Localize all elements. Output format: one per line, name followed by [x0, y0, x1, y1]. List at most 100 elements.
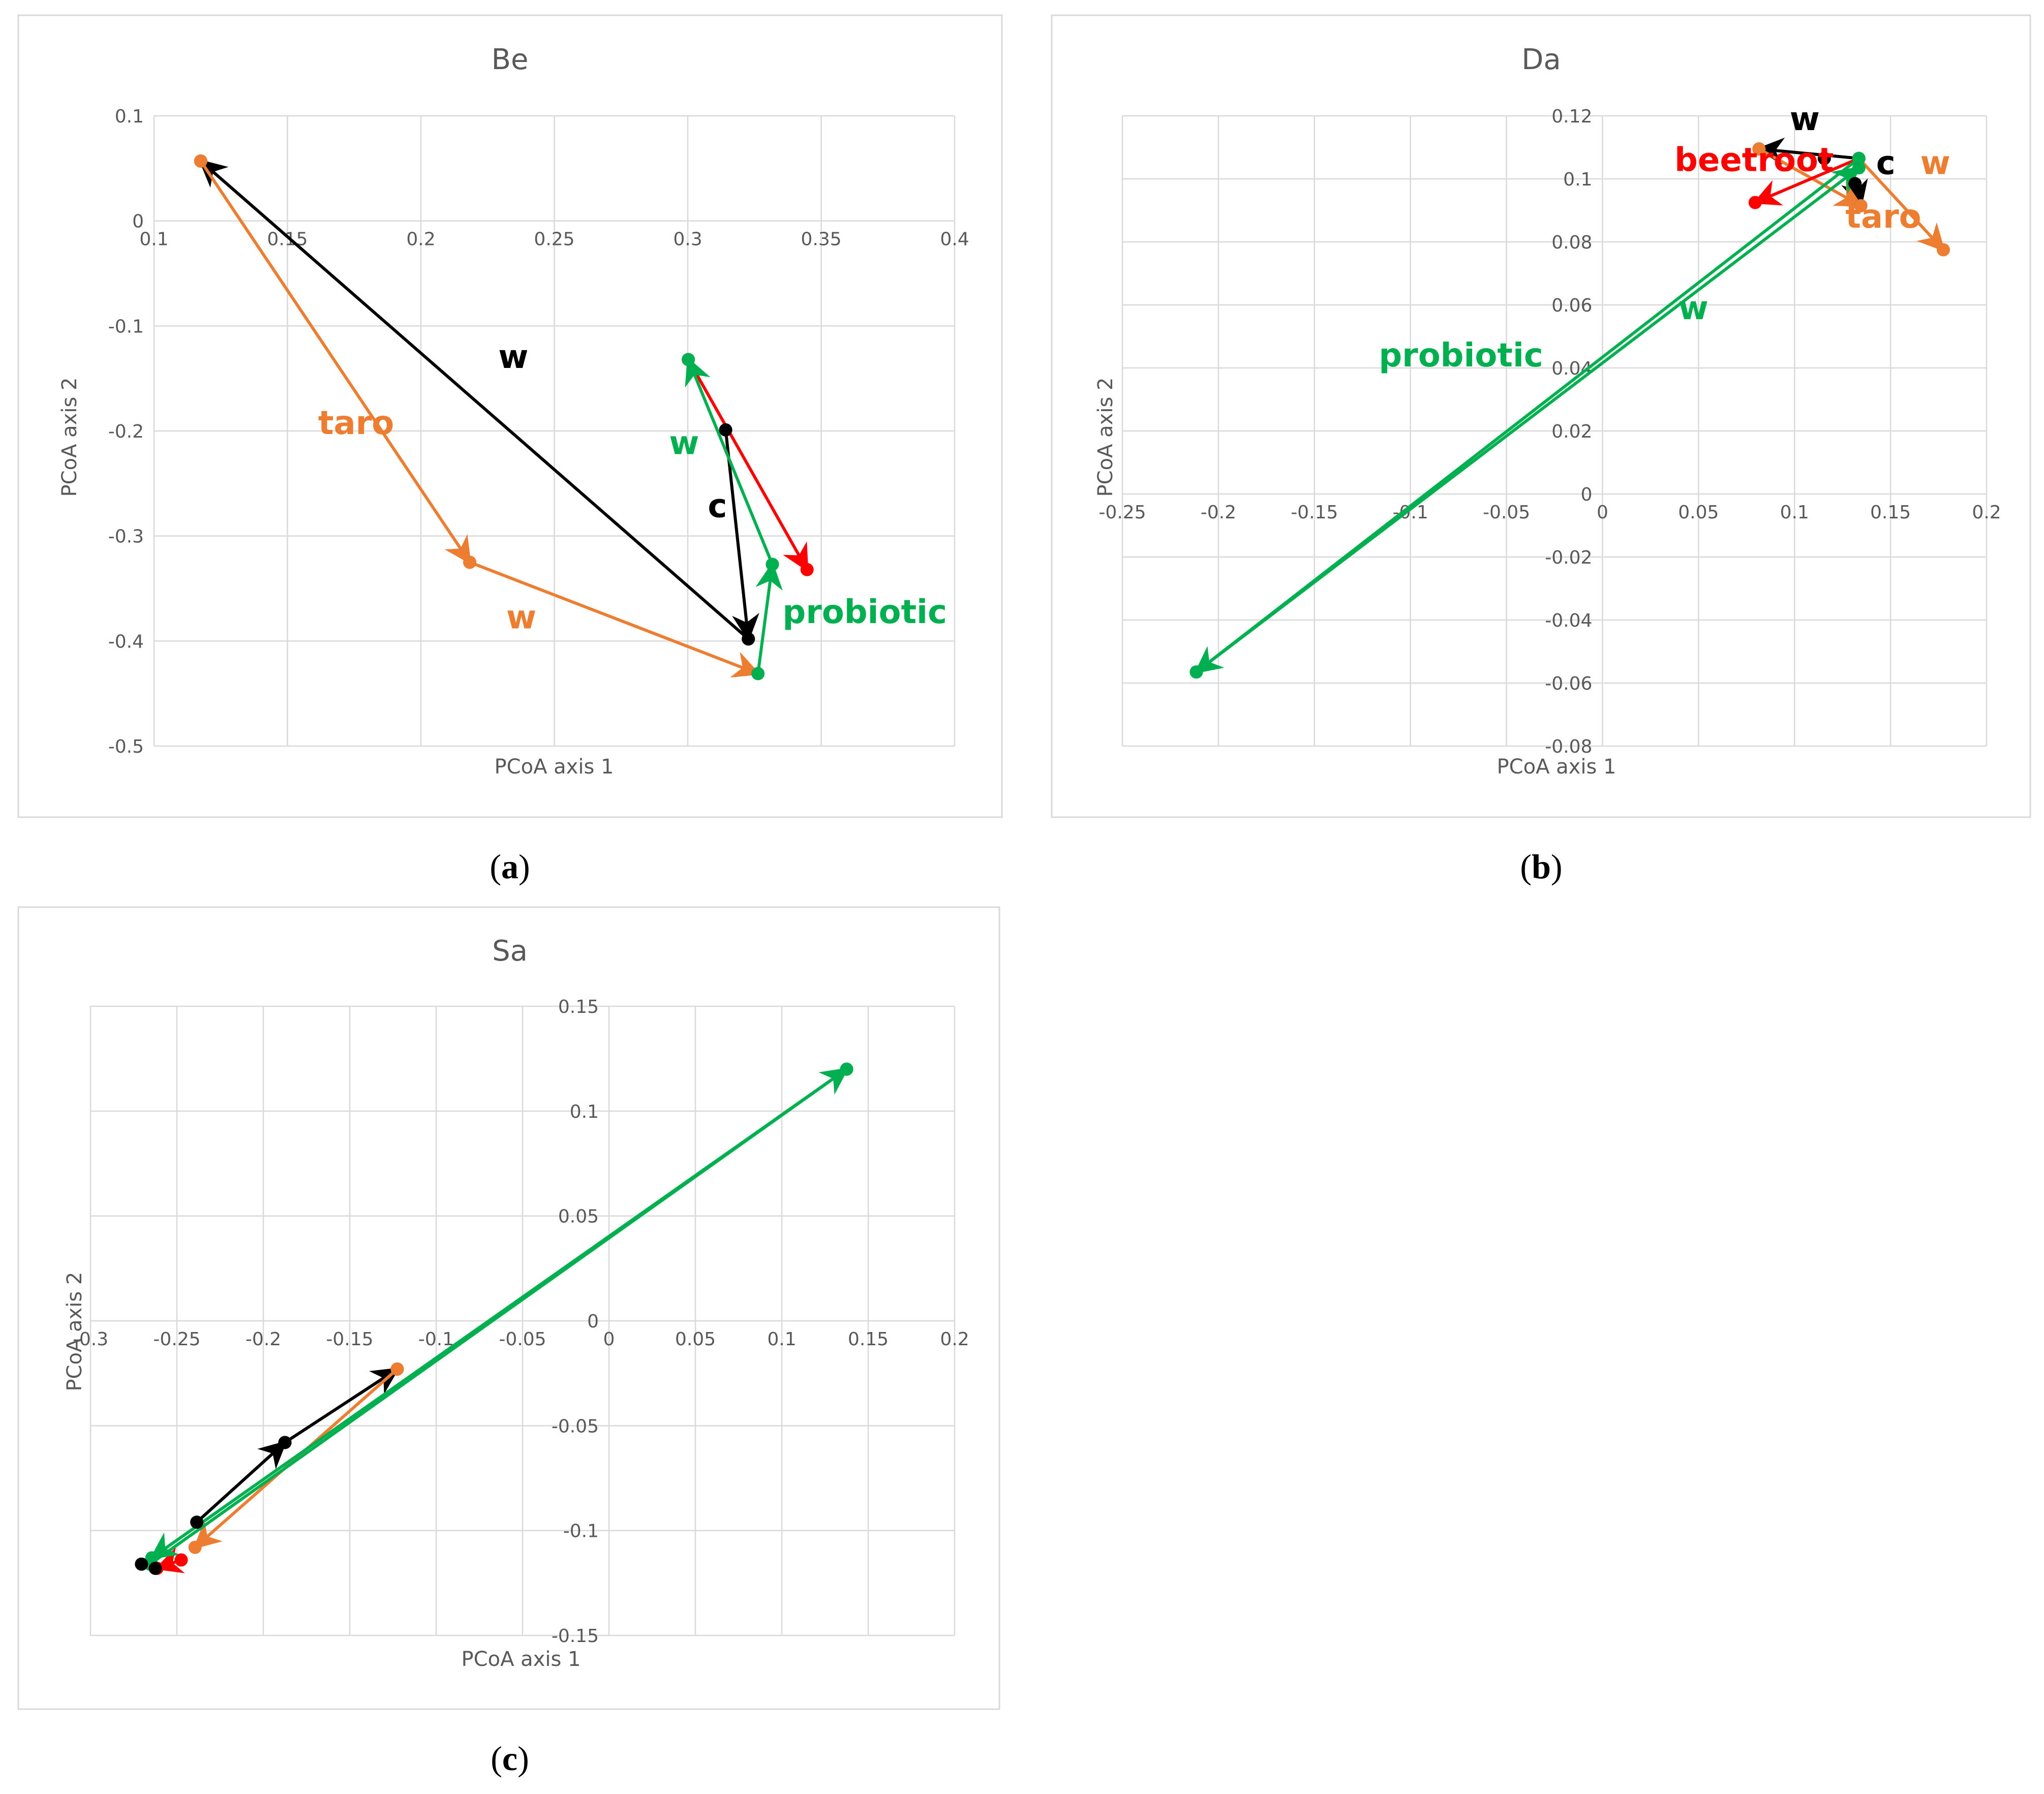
- x-tick-label: -0.05: [1483, 502, 1530, 523]
- x-axis-title-da: PCoA axis 1: [1497, 755, 1616, 779]
- x-tick-label: -0.25: [1099, 502, 1146, 523]
- annotation-label: probiotic: [1379, 337, 1543, 375]
- x-tick-label: 0.05: [675, 1329, 716, 1350]
- y-tick-label: 0.02: [1551, 421, 1592, 442]
- sample-point-green: [840, 1062, 853, 1076]
- y-axis-title-be: PCoA axis 2: [58, 378, 81, 497]
- sample-point-black: [190, 1515, 204, 1529]
- sample-point-green: [682, 353, 695, 366]
- y-tick-label: -0.06: [1545, 673, 1592, 694]
- sample-point-orange: [194, 154, 207, 168]
- y-tick-label: -0.04: [1545, 610, 1592, 631]
- y-tick-label: 0: [1581, 484, 1593, 505]
- sample-point-red: [1748, 196, 1762, 209]
- vector-arrow-green: [149, 1067, 848, 1560]
- y-tick-label: -0.05: [552, 1416, 599, 1437]
- annotation-label: w: [498, 338, 528, 376]
- y-axis-title-sa: PCoA axis 2: [63, 1272, 86, 1391]
- annotation-label: c: [1876, 145, 1896, 182]
- sample-point-green: [1852, 161, 1866, 175]
- vector-arrow-green: [685, 357, 774, 566]
- x-tick-label: -0.2: [1201, 502, 1236, 523]
- vector-arrow-orange: [193, 1367, 399, 1550]
- chart-title-da: Da: [1521, 43, 1561, 76]
- y-tick-label: 0.05: [558, 1207, 599, 1227]
- chart-da: -0.25 -0.2 -0.15 -0.1 -0.05 0 0.05 0.1 0.15 0.20.…: [1099, 101, 2001, 757]
- x-tick-label: 0.2: [406, 229, 435, 250]
- caption-b: (b): [1520, 847, 1562, 886]
- sample-point-green: [751, 667, 765, 681]
- chart-title-sa: Sa: [492, 935, 528, 968]
- x-tick-label: 0.15: [267, 229, 308, 250]
- vector-arrow-black: [283, 1367, 400, 1444]
- sample-point-orange: [1854, 199, 1868, 212]
- y-tick-label: -0.2: [108, 421, 144, 442]
- annotation-label: beetroot: [1674, 142, 1834, 179]
- vector-arrow-black: [198, 159, 750, 641]
- y-tick-label: 0.15: [558, 997, 599, 1017]
- sample-point-black: [742, 632, 755, 646]
- vector-arrow-green: [755, 562, 783, 675]
- x-tick-label: 0.2: [940, 1329, 969, 1350]
- x-tick-label: -0.05: [499, 1329, 546, 1350]
- vector-arrow-black: [195, 1440, 287, 1524]
- x-tick-label: 0.4: [940, 229, 969, 250]
- y-tick-label: 0.12: [1551, 106, 1592, 127]
- y-tick-label: 0.1: [1563, 169, 1592, 190]
- x-tick-label: 0.1: [139, 229, 168, 250]
- sample-point-orange: [188, 1540, 202, 1554]
- sample-point-green: [145, 1551, 159, 1565]
- caption-c: (c): [491, 1739, 529, 1778]
- x-tick-label: -0.3: [73, 1329, 108, 1350]
- x-tick-label: 0.35: [801, 229, 841, 250]
- sample-point-green: [1852, 151, 1866, 165]
- x-tick-label: 0.15: [1870, 502, 1911, 523]
- caption-a-letter: a: [501, 847, 518, 886]
- sample-point-black: [148, 1561, 162, 1575]
- vector-arrow-red: [1752, 157, 1860, 206]
- sample-point-orange: [1752, 142, 1766, 156]
- sample-point-black: [278, 1436, 292, 1449]
- caption-a: (a): [490, 847, 530, 886]
- vector-arrow-black: [724, 428, 759, 642]
- caption-c-letter: c: [502, 1739, 517, 1778]
- x-tick-label: 0: [603, 1329, 615, 1350]
- vector-arrow-orange: [199, 159, 472, 565]
- sample-point-orange: [1937, 243, 1950, 257]
- x-axis-title-be: PCoA axis 1: [495, 755, 614, 779]
- caption-b-letter: b: [1532, 847, 1551, 886]
- annotation-label: w: [506, 599, 536, 637]
- x-tick-label: 0.25: [534, 229, 574, 250]
- sample-point-orange: [390, 1362, 404, 1376]
- annotation-label: c: [708, 487, 727, 525]
- sample-point-red: [174, 1553, 188, 1567]
- annotation-label: probiotic: [782, 594, 947, 631]
- y-tick-label: 0: [587, 1311, 599, 1332]
- x-tick-label: -0.15: [326, 1329, 373, 1350]
- x-tick-label: 0.1: [767, 1329, 796, 1350]
- x-tick-label: -0.25: [153, 1329, 200, 1350]
- y-tick-label: 0.08: [1551, 232, 1592, 253]
- annotation-label: taro: [1845, 198, 1921, 236]
- x-tick-label: 0.05: [1678, 502, 1719, 523]
- vector-arrow-black: [1756, 137, 1860, 165]
- sample-point-green: [766, 558, 779, 571]
- y-tick-label: -0.1: [108, 316, 144, 337]
- x-tick-label: -0.2: [246, 1329, 281, 1350]
- vector-arrow-orange: [1857, 157, 1945, 252]
- sample-point-orange: [463, 555, 477, 569]
- y-tick-label: 0.06: [1551, 295, 1592, 316]
- annotation-label: w: [1790, 101, 1820, 138]
- x-tick-label: 0.1: [1780, 502, 1809, 523]
- annotation-label: w: [669, 424, 699, 462]
- annotation-label: w: [1920, 145, 1950, 182]
- x-tick-label: 0.15: [848, 1329, 889, 1350]
- y-tick-label: 0.1: [570, 1101, 599, 1122]
- x-tick-label: -0.15: [1291, 502, 1338, 523]
- vector-arrow-orange: [1757, 147, 1864, 207]
- x-tick-label: 0.3: [673, 229, 702, 250]
- chart-be: 0.1 0.15 0.2 0.25 0.3 0.35 0.40.10-0.1-0.2-0.3…: [108, 106, 969, 757]
- chart-frame-be: [17, 14, 1003, 818]
- sample-point-red: [800, 563, 814, 576]
